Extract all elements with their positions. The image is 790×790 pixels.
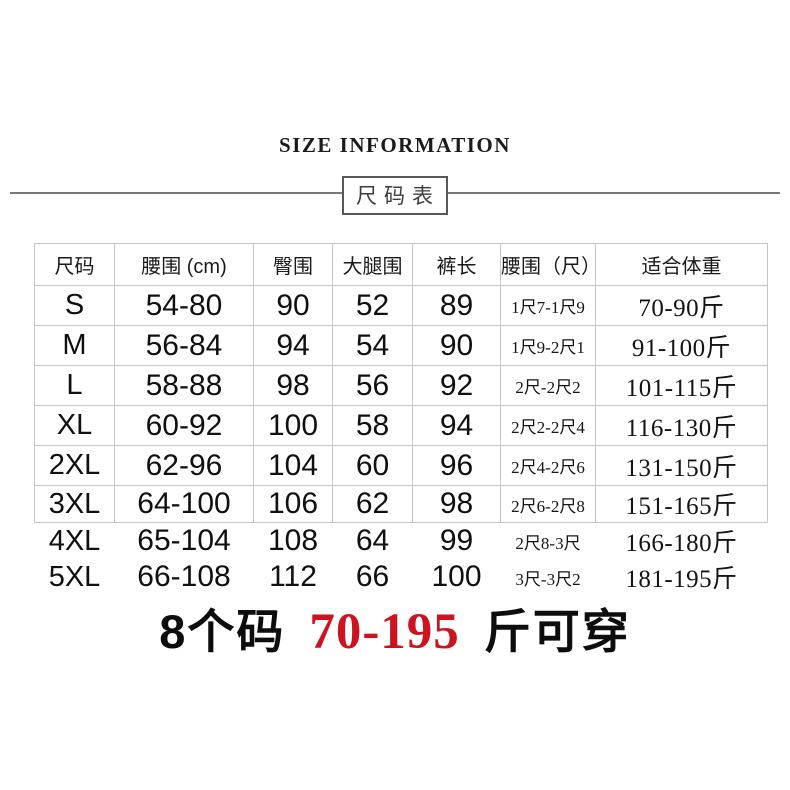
subtitle-box: 尺码表 [342,175,448,215]
weight-cell: 131-150斤 [595,445,768,486]
divider-line-right [448,192,780,194]
hip-cell: 94 [253,325,333,366]
waist-chi-cell: 2尺4-2尺6 [500,445,596,486]
table-row-5xl: 5XL 66-108 112 66 100 3尺-3尺2 181-195斤 [35,559,768,595]
waist-chi-cell: 3尺-3尺2 [515,569,581,589]
caption-suffix: 斤可穿 [483,605,631,658]
col-header-hip: 臀围 [253,243,333,286]
thigh-cell: 60 [332,445,413,486]
waist-cm-cell: 65-104 [137,524,231,557]
weight-cell: 91-100斤 [595,325,768,366]
pants-length-cell: 100 [431,560,482,593]
waist-chi-cell: 1尺9-2尺1 [500,325,596,366]
pants-length-cell: 99 [439,524,474,557]
col-header-waist-chi: 腰围（尺） [500,243,596,286]
col-header-size: 尺码 [34,243,115,286]
table-row-l: L 58-88 98 56 92 2尺-2尺2 101-115斤 [34,365,768,406]
header-row: 尺码 腰围 (cm) 臀围 大腿围 裤长 腰围（尺） 适合体重 [34,243,768,286]
thigh-cell: 58 [332,405,413,446]
waist-cm-cell: 66-108 [137,560,231,593]
hip-cell: 98 [253,365,333,406]
thigh-cell: 62 [332,485,413,523]
divider-line-left [10,192,342,194]
waist-chi-cell: 2尺2-2尺4 [500,405,596,446]
pants-length-cell: 92 [412,365,501,406]
size-cell: S [34,285,115,326]
hip-cell: 90 [253,285,333,326]
size-cell: 4XL [48,524,101,557]
waist-cm-cell: 62-96 [114,445,254,486]
table-row-3xl: 3XL 64-100 106 62 98 2尺6-2尺8 151-165斤 [34,485,768,523]
pants-length-cell: 89 [412,285,501,326]
table-row-2xl: 2XL 62-96 104 60 96 2尺4-2尺6 131-150斤 [34,445,768,486]
waist-chi-cell: 2尺-2尺2 [500,365,596,406]
thigh-cell: 64 [355,524,390,557]
weight-cell: 166-180斤 [625,530,738,557]
waist-cm-cell: 64-100 [114,485,254,523]
table-row-m: M 56-84 94 54 90 1尺9-2尺1 91-100斤 [34,325,768,366]
hip-cell: 106 [253,485,333,523]
table-row-xl: XL 60-92 100 58 94 2尺2-2尺4 116-130斤 [34,405,768,446]
weight-cell: 181-195斤 [625,566,738,593]
size-cell: M [34,325,115,366]
pants-length-cell: 98 [412,485,501,523]
size-cell: 5XL [48,560,101,593]
col-header-waist-cm: 腰围 (cm) [114,243,254,286]
caption-prefix: 8个码 [159,605,286,658]
waist-cm-cell: 60-92 [114,405,254,446]
waist-cm-cell: 58-88 [114,365,254,406]
waist-chi-cell: 2尺6-2尺8 [500,485,596,523]
caption-highlight: 70-195 [309,604,460,660]
subtitle-divider: 尺码表 [10,175,780,215]
waist-cm-cell: 54-80 [114,285,254,326]
hip-cell: 108 [267,524,319,557]
weight-cell: 151-165斤 [595,485,768,523]
waist-chi-cell: 1尺7-1尺9 [500,285,596,326]
thigh-cell: 66 [355,560,390,593]
page-title: SIZE INFORMATION [279,133,511,157]
hip-cell: 104 [253,445,333,486]
thigh-cell: 56 [332,365,413,406]
size-cell: XL [34,405,115,446]
size-cell: 2XL [34,445,115,486]
table-row-4xl: 4XL 65-104 108 64 99 2尺8-3尺 166-180斤 [35,523,768,560]
col-header-weight: 适合体重 [595,243,768,286]
weight-cell: 70-90斤 [595,285,768,326]
bottom-caption: 8个码 70-195 斤可穿 [0,593,790,662]
pants-length-cell: 90 [412,325,501,366]
hip-cell: 100 [253,405,333,446]
waist-cm-cell: 56-84 [114,325,254,366]
weight-cell: 101-115斤 [595,365,768,406]
col-header-pants-length: 裤长 [412,243,501,286]
thigh-cell: 52 [332,285,413,326]
pants-length-cell: 94 [412,405,501,446]
size-chart-table: 尺码 腰围 (cm) 臀围 大腿围 裤长 腰围（尺） 适合体重 S 54-80 … [34,243,768,595]
hip-cell: 112 [269,560,317,593]
pants-length-cell: 96 [412,445,501,486]
thigh-cell: 54 [332,325,413,366]
col-header-thigh: 大腿围 [332,243,413,286]
waist-chi-cell: 2尺8-3尺 [515,533,581,553]
size-cell: 3XL [34,485,115,523]
size-cell: L [34,365,115,406]
weight-cell: 116-130斤 [595,405,768,446]
table-row-s: S 54-80 90 52 89 1尺7-1尺9 70-90斤 [34,285,768,326]
